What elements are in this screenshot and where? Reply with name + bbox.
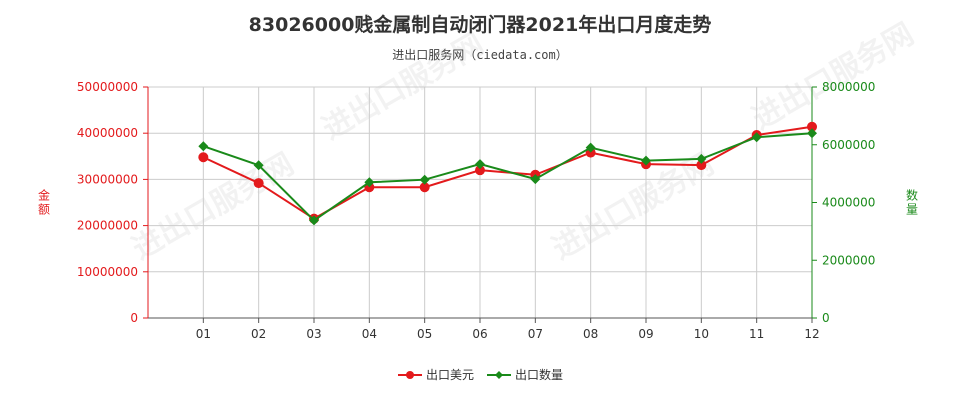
x-tick-label-4: 05	[417, 327, 432, 341]
series-0-point-11	[807, 121, 817, 132]
x-tick-label-2: 03	[306, 327, 321, 341]
series-1-point-1	[253, 160, 264, 171]
chart-title: 83026000贱金属制自动闭门器2021年出口月度走势	[248, 14, 712, 36]
x-tick-label-3: 04	[362, 327, 377, 341]
series-1-point-4	[419, 174, 430, 185]
right-tick-label-4: 8000000	[822, 80, 875, 94]
series-0-point-0	[198, 152, 209, 163]
x-tick-label-1: 02	[251, 327, 266, 341]
series-1-point-3	[364, 177, 375, 188]
left-tick-label-2: 20000000	[77, 219, 138, 233]
right-tick-label-0: 0	[822, 311, 830, 325]
series-line-1	[203, 132, 813, 222]
right-tick-label-1: 2000000	[822, 253, 875, 267]
legend-marker-1	[495, 371, 503, 379]
left-tick-label-0: 0	[130, 311, 138, 325]
series-0-point-9	[696, 160, 707, 171]
series-0-point-5	[475, 165, 485, 176]
series-1-point-7	[585, 142, 596, 153]
watermark-text-3: 进出口服务网	[747, 17, 920, 137]
series-1-point-11	[807, 128, 817, 139]
watermark-text-0: 进出口服务网	[127, 147, 300, 267]
legend-label-0: 出口美元	[426, 368, 474, 382]
x-tick-label-8: 09	[638, 327, 653, 341]
x-tick-label-5: 06	[472, 327, 487, 341]
y-left-axis-title-char-1: 额	[38, 203, 50, 217]
series-1-point-6	[530, 174, 541, 185]
right-tick-label-2: 4000000	[822, 196, 875, 210]
chart-subtitle: 进出口服务网（ciedata.com）	[392, 48, 568, 62]
series-1-point-9	[696, 153, 707, 164]
right-tick-label-3: 6000000	[822, 138, 875, 152]
series-1-point-0	[198, 141, 209, 152]
legend-marker-0	[406, 371, 414, 379]
series-0-point-4	[419, 182, 430, 193]
x-tick-label-0: 01	[196, 327, 211, 341]
y-right-axis-title-char-1: 量	[906, 203, 918, 217]
y-left-axis-title-char-0: 金	[38, 188, 50, 203]
left-tick-label-3: 30000000	[77, 172, 138, 186]
x-tick-label-11: 12	[804, 327, 819, 341]
series-0-point-1	[253, 178, 264, 189]
legend-label-1: 出口数量	[515, 367, 563, 382]
left-tick-label-4: 40000000	[77, 126, 138, 140]
series-1-point-2	[309, 215, 319, 226]
series-1-point-10	[751, 132, 762, 143]
left-tick-label-5: 50000000	[77, 80, 138, 94]
x-tick-label-6: 07	[528, 327, 543, 341]
y-right-axis-title-char-0: 数	[906, 188, 918, 203]
x-tick-label-9: 10	[694, 327, 709, 341]
x-tick-label-10: 11	[749, 327, 764, 341]
x-tick-label-7: 08	[583, 327, 598, 341]
series-1-point-5	[475, 159, 485, 170]
left-tick-label-1: 10000000	[77, 265, 138, 279]
series-1-point-8	[641, 155, 651, 166]
